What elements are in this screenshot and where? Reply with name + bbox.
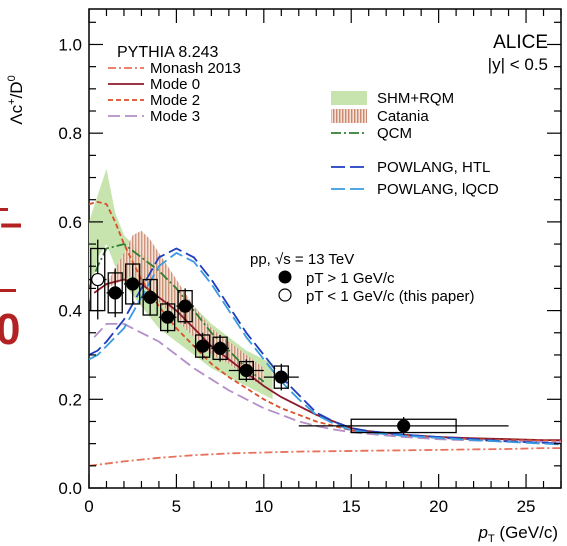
legend-label-filled-data: pT > 1 GeV/c bbox=[306, 270, 395, 287]
legend-label-shm-rqm: SHM+RQM bbox=[377, 90, 454, 107]
x-axis-title-sub: T bbox=[488, 533, 495, 545]
left-edge-glyph: 0 bbox=[0, 305, 20, 354]
data-point-open-marker bbox=[91, 272, 105, 287]
legend-swatch-catania bbox=[331, 109, 367, 123]
x-tick-label: 5 bbox=[172, 497, 181, 516]
generator-label: PYTHIA 8.243 bbox=[117, 44, 218, 61]
left-edge-fraction-line: – bbox=[0, 201, 22, 245]
data-points bbox=[89, 239, 509, 435]
curve-monash-2013 bbox=[89, 447, 561, 467]
legend-swatch-open-marker bbox=[278, 288, 292, 302]
data-point-filled-marker bbox=[397, 419, 411, 433]
y-tick-label: 0.0 bbox=[58, 479, 82, 498]
legend-label-powlang-htl: POWLANG, HTL bbox=[377, 159, 490, 176]
x-axis-title-unit: (GeV/c) bbox=[495, 523, 558, 542]
rapidity-label: |y| < 0.5 bbox=[488, 55, 548, 74]
legend-label-open-data: pT < 1 GeV/c (this paper) bbox=[306, 288, 475, 305]
legend-label-catania: Catania bbox=[377, 108, 429, 125]
y-tick-label: 0.6 bbox=[58, 213, 82, 232]
legend-label-powlang-lqcd: POWLANG, lQCD bbox=[377, 181, 499, 198]
legend-swatch-shm-rqm bbox=[331, 91, 367, 105]
x-axis-title: pT (GeV/c) bbox=[478, 523, 559, 545]
data-point-filled-marker bbox=[108, 286, 122, 300]
legend-label-monash-2013: Monash 2013 bbox=[150, 60, 241, 77]
legend-swatch-filled-marker bbox=[278, 270, 292, 284]
data-point-filled-marker bbox=[126, 277, 140, 291]
legend-label-mode-2: Mode 2 bbox=[150, 92, 200, 109]
legend-label-qcm: QCM bbox=[377, 125, 412, 142]
data-point-filled-marker bbox=[213, 341, 227, 355]
legend-label-mode-0: Mode 0 bbox=[150, 76, 200, 93]
curve-powlang-lqcd bbox=[89, 251, 561, 446]
left-edge-bar-top bbox=[0, 208, 8, 211]
y-axis-title-sup: + bbox=[6, 98, 18, 104]
y-axis-title-sup2: 0 bbox=[6, 75, 18, 81]
y-axis-title-main: Λc bbox=[7, 104, 26, 124]
data-point-filled-marker bbox=[143, 290, 157, 304]
x-tick-label: 10 bbox=[254, 497, 273, 516]
curve-mode-3 bbox=[93, 323, 561, 444]
legend-label-mode-3: Mode 3 bbox=[150, 108, 200, 125]
y-tick-label: 0.2 bbox=[58, 390, 82, 409]
y-axis-title-rest: /D bbox=[7, 81, 26, 98]
data-point-filled-marker bbox=[161, 310, 175, 324]
data-point-filled-marker bbox=[178, 299, 192, 313]
y-tick-label: 0.8 bbox=[58, 124, 82, 143]
axes-ticks: 0 5 10 15 20 25 0.0 0.2 0.4 0.6 0.8 1.0 bbox=[58, 9, 562, 516]
y-axis-title: Λc+/D0 bbox=[6, 75, 26, 124]
y-tick-label: 0.4 bbox=[58, 302, 82, 321]
x-tick-label: 0 bbox=[84, 497, 93, 516]
svg-text:Λc+/D0: Λc+/D0 bbox=[6, 75, 26, 124]
left-edge-bar bbox=[0, 289, 16, 292]
x-tick-label: 20 bbox=[429, 497, 448, 516]
experiment-label: ALICE bbox=[493, 32, 548, 53]
x-tick-label: 25 bbox=[517, 497, 536, 516]
x-tick-label: 15 bbox=[342, 497, 361, 516]
data-point-filled-marker bbox=[239, 363, 253, 378]
system-label: pp, √s = 13 TeV bbox=[250, 251, 354, 268]
x-axis-title-main: p bbox=[478, 523, 488, 542]
curve-powlang-htl bbox=[89, 247, 561, 445]
data-point-filled-marker bbox=[274, 370, 288, 384]
y-tick-label: 1.0 bbox=[58, 35, 82, 54]
curve-mode-2 bbox=[89, 200, 561, 442]
data-point-filled-marker bbox=[196, 339, 210, 353]
